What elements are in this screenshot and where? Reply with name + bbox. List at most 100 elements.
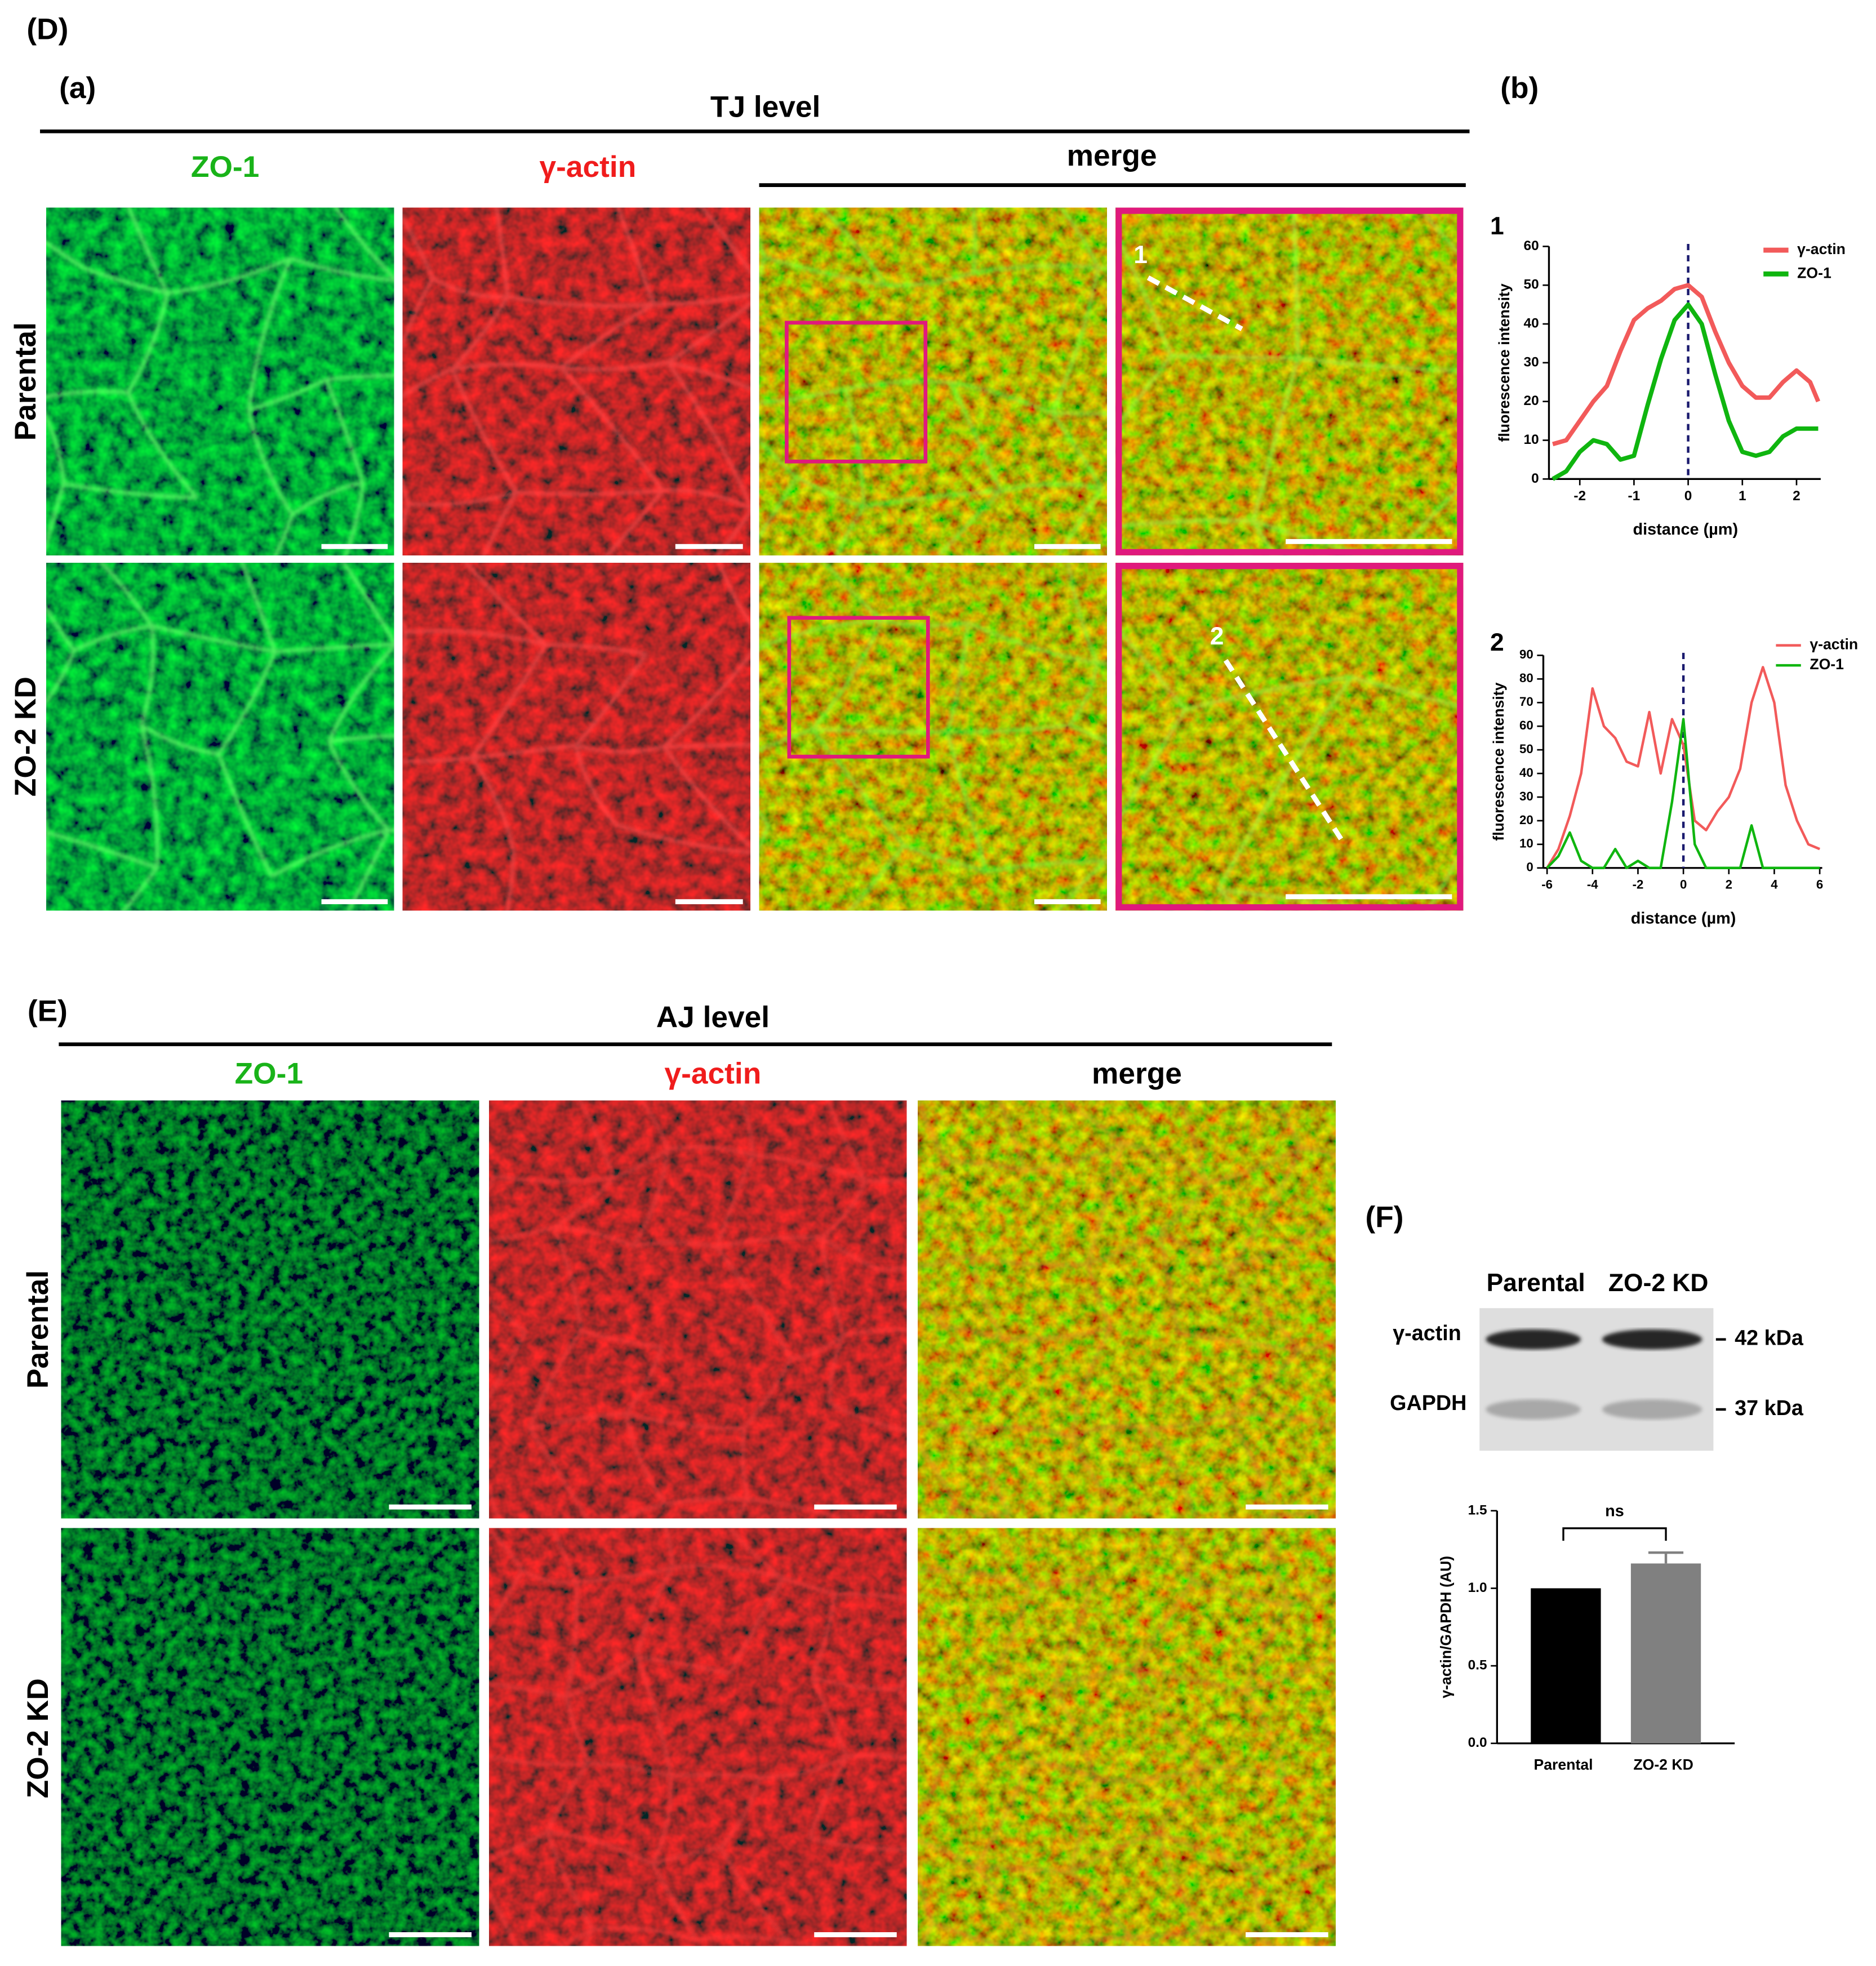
micrograph	[46, 563, 600, 1042]
cell-edge	[1274, 1508, 1336, 1519]
cell-edge	[701, 955, 810, 957]
cell-edge	[639, 1100, 670, 1150]
x-tick-label: -4	[1587, 878, 1598, 892]
cell-edges	[918, 1065, 1479, 1521]
cell-edge	[1063, 1934, 1131, 1946]
row-label: ZO-2 KD	[9, 677, 42, 797]
cell-edge	[1130, 1927, 1203, 1939]
cell-edge	[971, 1253, 1088, 1267]
cell-edge	[912, 940, 932, 1055]
cell-edge	[918, 1253, 972, 1269]
cell-edge	[828, 1334, 845, 1404]
cell-edge	[577, 931, 657, 1079]
cell-edge	[604, 489, 665, 555]
cell-edge	[843, 1328, 907, 1337]
cell-edge	[771, 940, 912, 960]
y-tick-label: 60	[1524, 238, 1539, 253]
panel-label: (b)	[1500, 72, 1539, 105]
cell-edge	[1431, 1065, 1479, 1153]
cell-edge	[651, 1863, 699, 1942]
cell-edge	[126, 292, 169, 394]
cell-edge	[666, 301, 751, 364]
cell-edge	[46, 650, 76, 705]
cell-edge	[328, 734, 394, 744]
cell-edge	[809, 1836, 907, 1852]
cell-edge	[583, 1928, 594, 1946]
cell-edge	[1218, 888, 1380, 911]
cell-edge	[151, 624, 275, 653]
cell-edge	[405, 629, 546, 647]
cell-edge	[1050, 267, 1100, 414]
cell-edge	[944, 1505, 957, 1519]
micrograph-bg	[918, 1528, 1336, 1946]
cell-edge	[1388, 1507, 1447, 1521]
cell-edge	[719, 1777, 761, 1849]
column-label: merge	[1067, 139, 1157, 172]
cell-edge	[46, 240, 86, 270]
x-tick-label: -2	[1573, 488, 1586, 504]
cell-edge	[759, 810, 770, 827]
cell-edge	[1115, 229, 1173, 357]
cell-edge	[719, 1847, 790, 1943]
cell-edge	[402, 826, 408, 850]
cell-edge	[471, 1036, 600, 1042]
cell-edge	[1391, 1771, 1448, 1777]
cell-edge	[964, 152, 1024, 163]
cell-edge	[897, 1672, 907, 1691]
micrograph	[918, 1065, 1479, 1521]
cell-edge	[884, 270, 975, 287]
cell-edge	[1350, 675, 1464, 710]
cell-edge	[482, 491, 518, 555]
x-tick-label: -6	[1541, 878, 1553, 892]
cell-edge	[559, 1065, 632, 1088]
cell-edges	[918, 1528, 1448, 1946]
cell-edge	[553, 1176, 616, 1229]
cell-edge	[1314, 1065, 1430, 1092]
cell-edge	[275, 642, 394, 653]
cell-edge	[1052, 411, 1107, 416]
cell-edge	[273, 514, 295, 555]
cell-edge	[931, 1921, 1007, 1946]
cell-edge	[918, 1838, 977, 1869]
cell-edge	[920, 1923, 934, 1946]
cell-edge	[918, 1764, 945, 1820]
cell-edge	[1333, 1855, 1336, 1861]
cell-edge	[1177, 1331, 1301, 1353]
significance-label: ns	[1605, 1502, 1624, 1520]
row-label: ZO-2 KD	[21, 1678, 55, 1798]
cell-edge	[1322, 1212, 1336, 1229]
cell-edge	[432, 277, 508, 299]
cell-edge	[635, 1656, 673, 1776]
cell-edge	[1390, 162, 1624, 174]
cell-edge	[489, 1482, 500, 1519]
cell-edge	[918, 1441, 958, 1507]
cell-edge	[967, 1425, 1073, 1439]
cell-edge	[1087, 1230, 1161, 1266]
cell-edge	[1413, 1777, 1448, 1843]
y-tick-label: 40	[1519, 766, 1533, 780]
cell-edge	[1000, 482, 1103, 493]
marker-label: 37 kDa	[1735, 1396, 1804, 1420]
micrograph	[46, 207, 394, 555]
cell-edge	[1069, 1870, 1132, 1938]
cell-edge	[1228, 1267, 1302, 1352]
cell-edge	[771, 960, 852, 1069]
cell-edge	[740, 1100, 755, 1155]
cell-edge	[823, 563, 883, 622]
cell-edge	[451, 295, 510, 371]
cell-edge	[521, 1568, 577, 1585]
y-tick-label: 30	[1524, 354, 1539, 370]
cell-edge	[73, 624, 153, 652]
cell-edge	[918, 1417, 968, 1432]
cell-edge	[1176, 164, 1283, 195]
column-label: merge	[1092, 1057, 1182, 1090]
cell-edge	[912, 1945, 941, 1966]
micrograph	[489, 1528, 941, 1966]
cell-edge	[566, 1655, 638, 1699]
cell-edge	[1393, 1153, 1478, 1170]
cell-edge	[1028, 1761, 1097, 1781]
cell-edge	[672, 1564, 784, 1581]
cell-edge	[324, 379, 365, 483]
cell-edge	[1244, 1660, 1336, 1694]
cell-edge	[470, 757, 515, 852]
